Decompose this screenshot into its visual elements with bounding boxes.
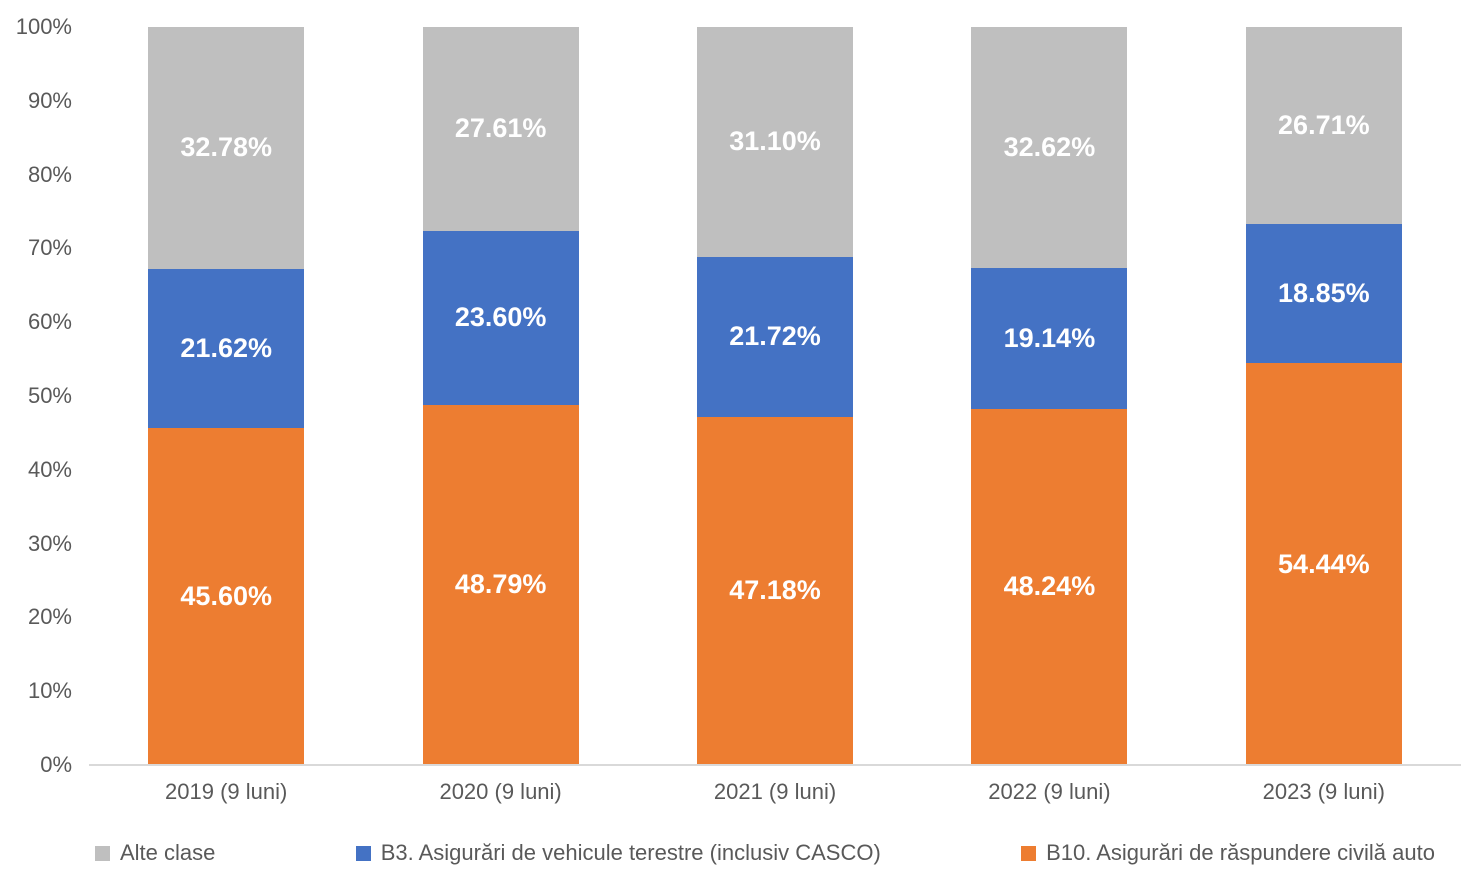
bar-data-label: 48.24%	[1003, 571, 1096, 602]
bar-segment: 54.44%	[1245, 363, 1402, 765]
bar-segment: 18.85%	[1245, 224, 1402, 364]
legend-label: Alte clase	[120, 840, 216, 865]
y-axis-tick-label: 100%	[15, 14, 72, 39]
bar-data-label: 54.44%	[1278, 548, 1370, 579]
y-axis-tick-label: 70%	[27, 235, 72, 261]
bar-segment: 31.10%	[697, 27, 854, 257]
x-axis-category-label: 2021 (9 luni)	[713, 779, 837, 804]
y-axis-tick-label: 0%	[40, 752, 72, 777]
y-axis-tick-label: 30%	[27, 530, 72, 556]
stacked-bar: 31.10% 21.72% 47.18%	[697, 27, 854, 765]
legend-swatch-icon	[355, 845, 371, 861]
bar-segment: 32.78%	[148, 27, 305, 269]
bar-data-label: 26.71%	[1278, 110, 1370, 141]
legend-item: B3. Asigurări de vehicule terestre (incl…	[355, 840, 881, 866]
bar-data-label: 47.18%	[729, 575, 821, 606]
x-axis-category-label: 2023 (9 luni)	[1262, 779, 1385, 804]
bar-slot: 31.10% 21.72% 47.18%	[638, 27, 912, 765]
bar-data-label: 32.62%	[1003, 131, 1096, 162]
bar-slot: 27.61% 23.60% 48.79%	[363, 27, 637, 765]
bar-data-label: 31.10%	[729, 126, 821, 157]
bar-data-label: 19.14%	[1003, 322, 1096, 353]
bar-data-label: 18.85%	[1278, 278, 1370, 309]
bar-segment: 47.18%	[697, 416, 854, 765]
bar-segment: 48.24%	[971, 408, 1128, 765]
plot-area: 32.78% 21.62% 45.60% 27.61% 23.60% 48.79% 31.1…	[89, 27, 1461, 765]
y-axis-tick-label: 10%	[27, 678, 72, 704]
x-axis-category-label: 2022 (9 luni)	[988, 779, 1111, 804]
x-axis-category-label: 2020 (9 luni)	[439, 779, 562, 804]
bar-segment: 21.62%	[148, 268, 305, 429]
bar-data-label: 45.60%	[180, 581, 272, 612]
x-axis-category-label: 2019 (9 luni)	[165, 779, 288, 804]
bar-data-label: 32.78%	[180, 132, 272, 163]
legend: Alte clase B3. Asigurări de vehicule tere…	[0, 840, 1473, 866]
bar-segment: 32.62%	[971, 27, 1128, 268]
bar-segment: 23.60%	[422, 230, 579, 405]
bar-segment: 27.61%	[422, 27, 579, 231]
stacked-bar: 27.61% 23.60% 48.79%	[422, 27, 579, 765]
bar-data-label: 23.60%	[454, 302, 547, 333]
bar-segment: 45.60%	[148, 428, 305, 765]
x-axis-line	[89, 764, 1461, 766]
legend-item: Alte clase	[95, 840, 215, 866]
bar-data-label: 21.72%	[729, 321, 821, 352]
bar-segment: 21.72%	[697, 256, 854, 417]
bar-segment: 26.71%	[1245, 27, 1402, 225]
legend-swatch-icon	[1021, 845, 1037, 861]
legend-label: B10. Asigurări de răspundere civilă auto	[1046, 840, 1435, 865]
stacked-bar: 32.78% 21.62% 45.60%	[148, 27, 305, 765]
bar-data-label: 48.79%	[454, 569, 547, 600]
bar-slot: 26.71% 18.85% 54.44%	[1187, 27, 1461, 765]
y-axis-tick-label: 90%	[27, 87, 72, 113]
bar-segment: 19.14%	[971, 267, 1128, 409]
legend-label: B3. Asigurări de vehicule terestre (incl…	[380, 840, 881, 865]
stacked-bar: 26.71% 18.85% 54.44%	[1245, 27, 1402, 765]
bar-data-label: 21.62%	[180, 333, 272, 364]
x-axis: 2019 (9 luni) 2020 (9 luni) 2021 (9 luni) 2…	[89, 779, 1461, 805]
y-axis-tick-label: 80%	[27, 161, 72, 187]
bar-slot: 32.62% 19.14% 48.24%	[912, 27, 1186, 765]
bar-slot: 32.78% 21.62% 45.60%	[89, 27, 363, 765]
bar-data-label: 27.61%	[454, 113, 547, 144]
bar-segment: 48.79%	[422, 404, 579, 765]
y-axis-tick-label: 50%	[27, 383, 72, 408]
y-axis-tick-label: 20%	[27, 604, 72, 630]
legend-item: B10. Asigurări de răspundere civilă auto	[1021, 840, 1435, 866]
stacked-bar: 32.62% 19.14% 48.24%	[971, 27, 1128, 765]
y-axis-tick-label: 40%	[27, 456, 72, 482]
y-axis-tick-label: 60%	[27, 309, 72, 335]
legend-swatch-icon	[95, 845, 110, 861]
